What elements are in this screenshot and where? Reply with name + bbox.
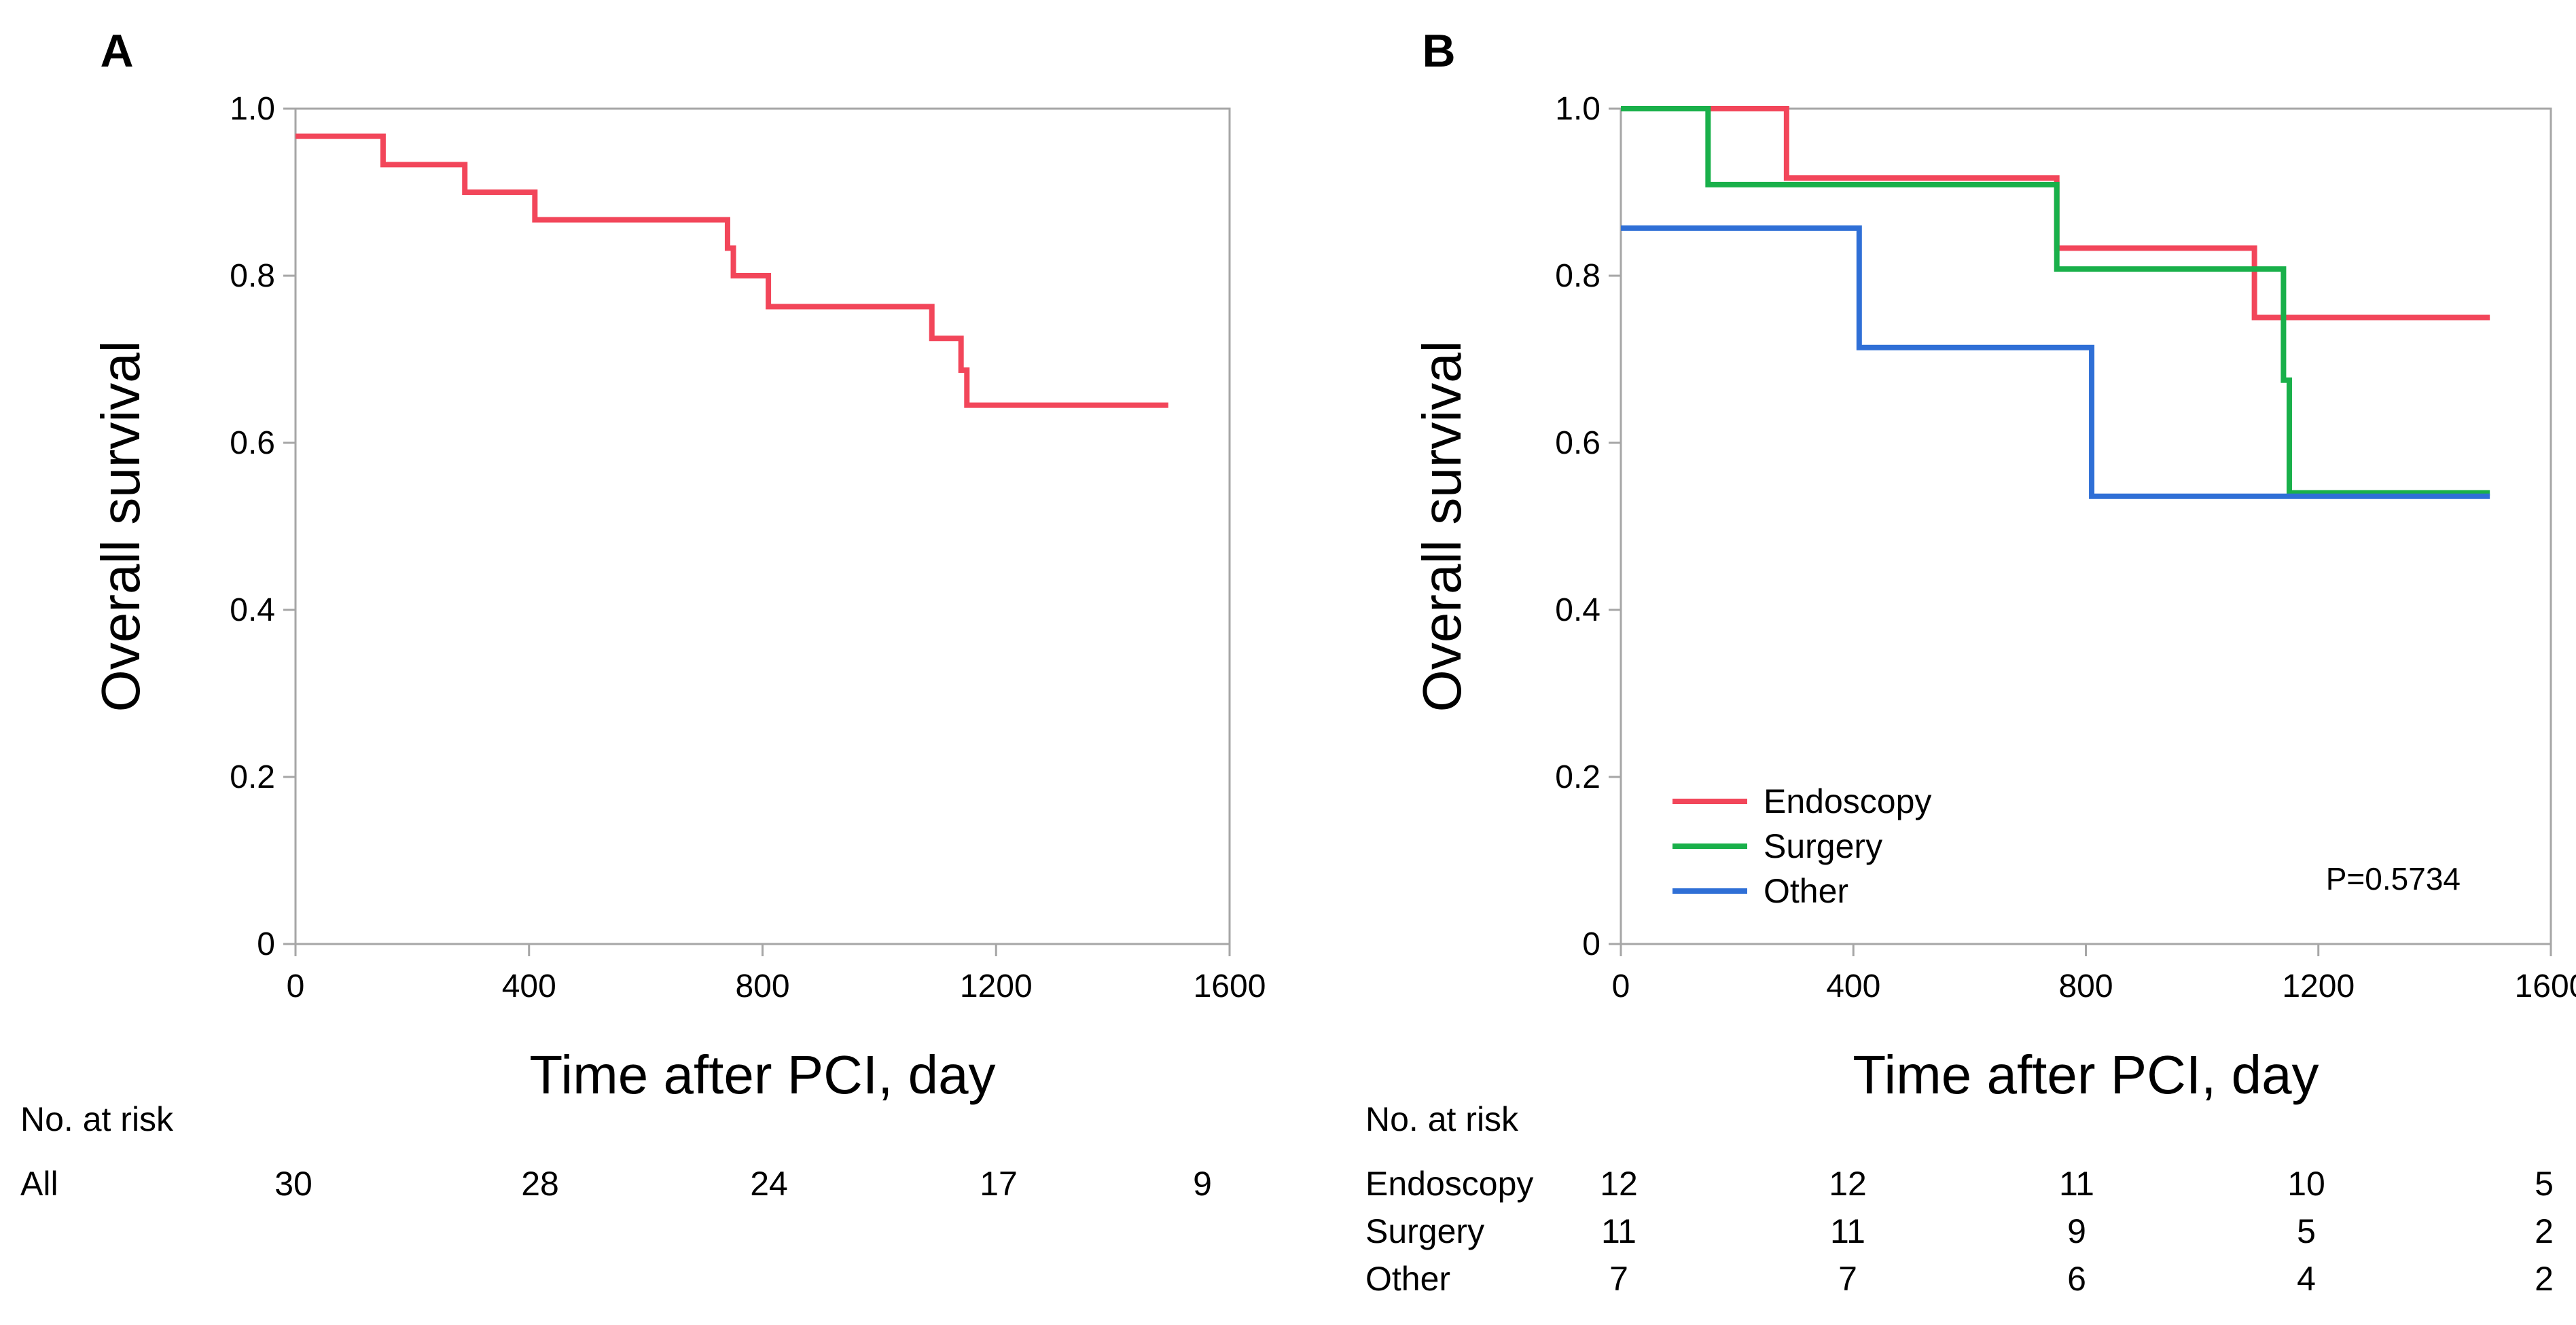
panel-letter: A	[100, 25, 133, 77]
y-tick-label: 0.4	[230, 592, 275, 628]
y-tick-label: 0.6	[1555, 425, 1600, 461]
x-tick-label: 800	[735, 968, 789, 1004]
y-tick-label: 1.0	[230, 91, 275, 127]
risk-count: 10	[2287, 1165, 2325, 1203]
risk-count: 17	[980, 1165, 1018, 1203]
legend-label-endoscopy: Endoscopy	[1764, 782, 1931, 820]
y-tick-label: 0.2	[1555, 759, 1600, 795]
x-tick-label: 1200	[960, 968, 1033, 1004]
risk-count: 24	[750, 1165, 788, 1203]
legend-label-other: Other	[1764, 872, 1848, 910]
survival-curve-all	[296, 133, 1168, 408]
x-tick-label: 400	[502, 968, 556, 1004]
plot-frame	[294, 107, 1231, 945]
risk-count: 12	[1829, 1165, 1867, 1203]
panel-a: A 0 0.2 0.4 0.6 0.8 1.0 0 400 800 1200 1600 Time aft…	[20, 25, 1266, 1203]
y-tick-label: 0.4	[1555, 592, 1600, 628]
risk-row-label-endoscopy: Endoscopy	[1365, 1165, 1533, 1203]
x-tick-label: 1600	[1194, 968, 1266, 1004]
risk-count: 6	[2067, 1260, 2086, 1298]
risk-table-heading: No. at risk	[20, 1100, 174, 1138]
x-tick-label: 1600	[2515, 968, 2576, 1004]
plot-frame	[1620, 107, 2552, 945]
risk-count: 11	[1830, 1212, 1865, 1250]
risk-count: 7	[1609, 1260, 1628, 1298]
risk-count: 11	[2059, 1165, 2094, 1203]
risk-count: 9	[1193, 1165, 1212, 1203]
x-tick-label: 0	[287, 968, 305, 1004]
x-tick-label: 400	[1826, 968, 1880, 1004]
y-tick-label: 0.8	[1555, 258, 1600, 294]
y-axis-title: Overall survival	[1412, 341, 1472, 712]
survival-curve-surgery	[1621, 106, 2490, 496]
y-tick-label: 1.0	[1555, 91, 1600, 127]
risk-count: 28	[521, 1165, 559, 1203]
risk-count: 2	[2535, 1260, 2554, 1298]
x-tick-label: 0	[1612, 968, 1630, 1004]
risk-count: 12	[1600, 1165, 1638, 1203]
panel-letter: B	[1422, 25, 1455, 77]
risk-count: 5	[2297, 1212, 2316, 1250]
risk-count: 7	[1838, 1260, 1857, 1298]
risk-count: 30	[274, 1165, 312, 1203]
risk-count: 5	[2535, 1165, 2554, 1203]
x-axis-title: Time after PCI, day	[1853, 1045, 2319, 1105]
x-tick-label: 800	[2058, 968, 2113, 1004]
y-axis-title: Overall survival	[90, 341, 151, 712]
y-tick-label: 0.6	[230, 425, 275, 461]
p-value-annotation: P=0.5734	[2326, 861, 2461, 896]
risk-row-label-all: All	[20, 1165, 58, 1203]
survival-curve-other	[1621, 225, 2490, 499]
risk-count: 11	[1601, 1212, 1636, 1250]
legend-label-surgery: Surgery	[1764, 827, 1882, 865]
panel-b: B 0 0.2 0.4 0.6 0.8 1.0 0 400 800 1200 1600 Time aft…	[1365, 25, 2576, 1298]
y-tick-label: 0.2	[230, 759, 275, 795]
risk-table-heading: No. at risk	[1365, 1100, 1519, 1138]
y-tick-label: 0	[257, 926, 275, 962]
risk-count: 2	[2535, 1212, 2554, 1250]
risk-row-label-other: Other	[1365, 1260, 1450, 1298]
risk-count: 4	[2297, 1260, 2316, 1298]
x-tick-label: 1200	[2282, 968, 2355, 1004]
x-axis-title: Time after PCI, day	[529, 1045, 995, 1105]
risk-count: 9	[2067, 1212, 2086, 1250]
y-tick-label: 0.8	[230, 258, 275, 294]
risk-row-label-surgery: Surgery	[1365, 1212, 1484, 1250]
y-tick-label: 0	[1582, 926, 1600, 962]
